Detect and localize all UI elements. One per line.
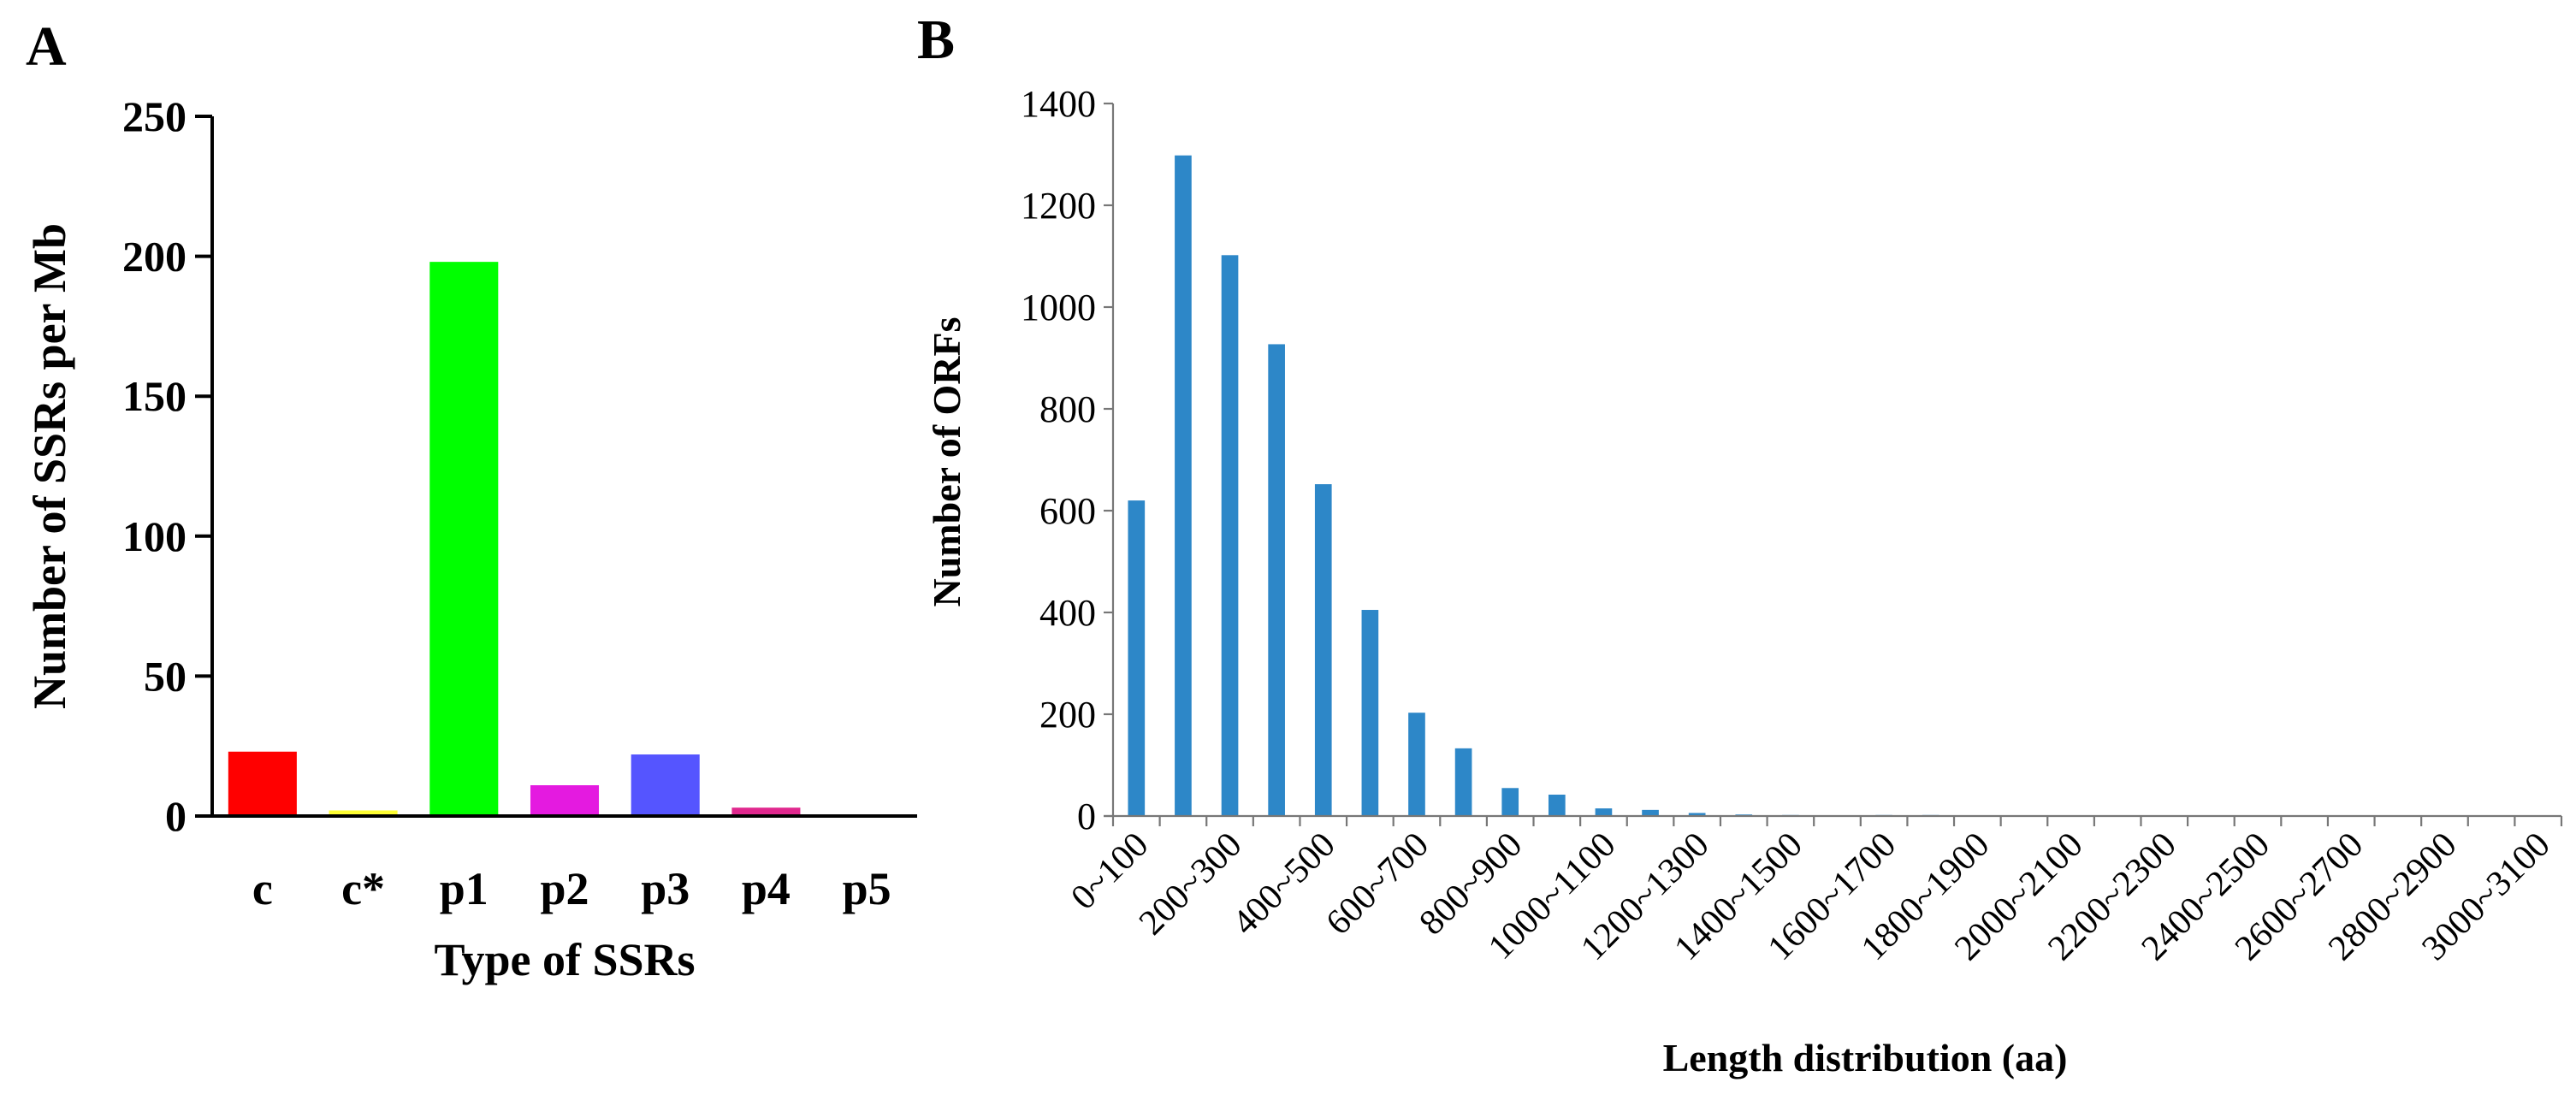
panel-a-x-axis-label: Type of SSRs xyxy=(434,934,695,985)
panel-b-bar xyxy=(1128,500,1146,816)
panel-b-x-tick-label: 200~300 xyxy=(1132,825,1250,943)
panel-b-y-tick-label: 600 xyxy=(1039,490,1096,532)
panel-b-letter: B xyxy=(917,9,955,71)
panel-a-y-tick-label: 100 xyxy=(122,512,187,560)
panel-a-x-tick-label: p2 xyxy=(540,863,589,914)
panel-b-chart: 0 200 400 600 800 1000 1200 1400 0~100200~30040… xyxy=(925,83,2563,1079)
panel-b-y-tick-label: 1200 xyxy=(1021,185,1096,227)
panel-b-y-tick-label: 800 xyxy=(1039,388,1096,430)
panel-a-x-tick-label: c xyxy=(252,863,273,914)
panel-b-bar xyxy=(1642,809,1659,816)
panel-b-bar xyxy=(1268,344,1285,816)
panel-b-bar xyxy=(1688,813,1706,816)
panel-b-bar xyxy=(1361,610,1379,816)
panel-a-x-ticks: c c* p1 p2 p3 p4 p5 xyxy=(252,863,891,914)
panel-a-x-tick-label: c* xyxy=(341,863,385,914)
panel-a-chart: 0 50 100 150 200 250 c c* p1 p2 p3 p4 p5 Type of SS… xyxy=(24,92,917,985)
panel-b-bar xyxy=(1454,748,1472,816)
panel-b-y-tick-label: 1000 xyxy=(1021,287,1096,328)
panel-b-bar xyxy=(1548,795,1566,816)
panel-b-x-axis-label: Length distribution (aa) xyxy=(1663,1036,2068,1079)
panel-a-bar-c xyxy=(228,751,297,816)
panel-b-x-tick-label: 600~700 xyxy=(1318,825,1436,943)
panel-a-bar-p3 xyxy=(631,754,700,816)
panel-a-x-tick-label: p1 xyxy=(440,863,489,914)
panel-b-x-tick-label: 400~500 xyxy=(1225,825,1343,943)
panel-b-bars xyxy=(1128,155,2033,816)
panel-a-y-axis-label: Number of SSRs per Mb xyxy=(24,223,75,709)
panel-a-bars xyxy=(228,262,801,816)
panel-a-bar-cstar xyxy=(329,810,398,816)
panel-b-y-tick-label: 400 xyxy=(1039,592,1096,634)
panel-b-bar xyxy=(1408,713,1425,816)
panel-a-x-tick-label: p3 xyxy=(641,863,690,914)
panel-a-bar-p4 xyxy=(731,807,801,816)
panel-b-bar xyxy=(1314,484,1332,816)
panel-a-bar-p2 xyxy=(530,785,600,816)
panel-b-x-ticks: 0~100200~300400~500600~700800~9001000~11… xyxy=(1063,816,2563,968)
panel-a-x-tick-label: p5 xyxy=(843,863,891,914)
panel-b-y-tick-label: 1400 xyxy=(1021,83,1096,125)
panel-a-bar-p1 xyxy=(429,262,499,816)
panel-a-y-tick-label: 200 xyxy=(122,233,187,281)
panel-a-letter: A xyxy=(26,15,67,78)
panel-a-y-tick-label: 0 xyxy=(165,792,187,840)
panel-a-y-ticks: 0 50 100 150 200 250 xyxy=(122,92,212,840)
panel-b-bar xyxy=(1221,255,1239,816)
panel-b-y-tick-label: 200 xyxy=(1039,694,1096,736)
panel-b-y-axis-label: Number of ORFs xyxy=(925,316,968,606)
panel-a-y-tick-label: 50 xyxy=(144,652,187,700)
panel-b-y-tick-label: 0 xyxy=(1077,795,1096,837)
panel-a-x-tick-label: p4 xyxy=(742,863,791,914)
panel-a-y-tick-label: 250 xyxy=(122,92,187,140)
panel-b-y-ticks: 0 200 400 600 800 1000 1200 1400 xyxy=(1021,83,1113,837)
panel-b-bar xyxy=(1175,155,1192,816)
panel-b-bar xyxy=(1595,808,1613,816)
panel-a-y-tick-label: 150 xyxy=(122,372,187,420)
panel-b-bar xyxy=(1501,788,1519,816)
